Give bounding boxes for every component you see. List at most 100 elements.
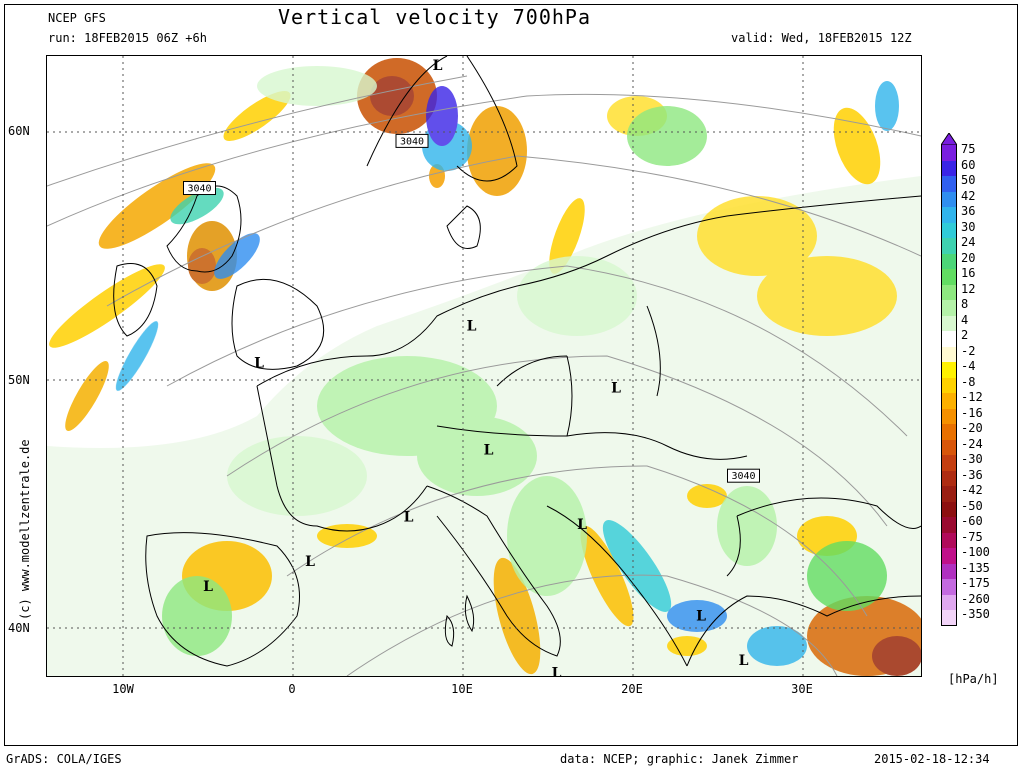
colorbar-cell [941, 486, 957, 502]
colorbar-level-label: -50 [961, 498, 983, 513]
colorbar-level-label: 42 [961, 188, 976, 203]
lon-label-10w: 10W [112, 682, 134, 696]
run-info: run: 18FEB2015 06Z +6h [48, 31, 207, 45]
colorbar-level-label: -4 [961, 359, 976, 373]
colorbar-cell [941, 346, 957, 363]
lon-label-0: 0 [288, 682, 296, 696]
low-pressure-mark: L [203, 579, 213, 595]
colorbar-cell [941, 594, 957, 611]
footer-timestamp: 2015-02-18-12:34 [874, 752, 990, 766]
colorbar-level-label: -60 [961, 514, 983, 528]
colorbar-level-label: -100 [961, 545, 990, 559]
colorbar-level-label: -16 [961, 405, 983, 420]
colorbar-cell [941, 548, 957, 564]
colorbar-level-label: 2 [961, 328, 969, 342]
colorbar-cell [941, 563, 957, 580]
colorbar-cell [941, 362, 957, 378]
colorbar-level-label: 50 [961, 173, 976, 187]
colorbar-cell [941, 315, 957, 332]
colorbar-level-label: 24 [961, 235, 976, 249]
low-pressure-mark: L [305, 554, 315, 570]
units-label: [hPa/h] [948, 672, 999, 686]
colorbar-level-label: -135 [961, 560, 990, 575]
colorbar-cell [941, 160, 957, 177]
footer-software: GrADS: COLA/IGES [6, 752, 122, 766]
colorbar-level-label: -12 [961, 390, 983, 404]
colorbar-cell [941, 532, 957, 549]
colorbar-cell [941, 331, 957, 347]
height-label-box [183, 181, 216, 196]
colorbar-cell [941, 145, 957, 161]
low-pressure-mark: L [552, 666, 562, 676]
colorbar-cell [941, 610, 957, 626]
lon-label-10e: 10E [451, 682, 473, 696]
valid-time: valid: Wed, 18FEB2015 12Z [731, 31, 912, 45]
low-pressure-mark: L [254, 356, 264, 372]
copyright-credit: (c) www.modellzentrale.de [18, 439, 32, 620]
colorbar-level-label: -2 [961, 343, 976, 358]
colorbar-level-label: 20 [961, 250, 976, 265]
colorbar-level-label: 30 [961, 219, 976, 234]
figure-frame [4, 4, 1018, 746]
low-pressure-mark: L [467, 318, 477, 334]
colorbar-cell [941, 222, 957, 239]
low-pressure-mark: L [696, 609, 706, 625]
lon-label-30e: 30E [791, 682, 813, 696]
colorbar-level-label: -8 [961, 374, 976, 389]
colorbar-level-label: 36 [961, 204, 976, 218]
colorbar-cell [941, 238, 957, 254]
colorbar-cell [941, 191, 957, 208]
low-pressure-mark: L [739, 653, 749, 669]
colorbar-cell [941, 424, 957, 440]
colorbar-cell [941, 470, 957, 487]
colorbar-level-label: -20 [961, 421, 983, 435]
colorbar-level-label: -175 [961, 576, 990, 590]
lat-label-50n: 50N [8, 373, 30, 387]
model-name: NCEP GFS [48, 11, 106, 25]
colorbar-cell [941, 284, 957, 301]
colorbar-level-label: -30 [961, 452, 983, 466]
colorbar-cell [941, 455, 957, 471]
colorbar-level-label: -75 [961, 529, 983, 544]
colorbar-cell [941, 439, 957, 456]
colorbar-level-label: -36 [961, 467, 983, 482]
colorbar-cell [941, 579, 957, 595]
low-pressure-mark: L [577, 517, 587, 533]
colorbar-cell [941, 517, 957, 533]
map-svg: L L L L L L L L L L L L 3040 3040 3040 [47, 56, 921, 676]
colorbar-cell [941, 393, 957, 409]
footer-source: data: NCEP; graphic: Janek Zimmer [560, 752, 799, 766]
colorbar-level-label: 4 [961, 312, 969, 327]
colorbar-level-label: 8 [961, 297, 969, 311]
colorbar-cell [941, 176, 957, 192]
colorbar-cell [941, 207, 957, 223]
colorbar-cell [941, 300, 957, 316]
colorbar-level-label: -42 [961, 483, 983, 497]
map-plot: L L L L L L L L L L L L 3040 3040 3040 [46, 55, 922, 677]
low-pressure-mark: L [404, 509, 414, 525]
colorbar-cell [941, 501, 957, 518]
lat-label-60n: 60N [8, 124, 30, 138]
low-pressure-mark: L [484, 442, 494, 458]
colorbar-level-label: -350 [961, 607, 990, 621]
colorbar-level-label: -24 [961, 436, 983, 451]
lat-label-40n: 40N [8, 621, 30, 635]
height-label-box [395, 133, 429, 148]
low-pressure-mark: L [611, 380, 621, 396]
colorbar-level-label: 12 [961, 281, 976, 296]
colorbar-level-label: -260 [961, 591, 990, 606]
low-pressure-mark: L [433, 58, 443, 74]
height-contour-label: 3040 [731, 471, 755, 482]
colorbar-cell [941, 377, 957, 394]
height-contour-label: 3040 [400, 136, 424, 147]
colorbar-cell [941, 253, 957, 270]
colorbar-cell [941, 269, 957, 285]
height-contour-label: 3040 [187, 184, 211, 195]
lon-label-20e: 20E [621, 682, 643, 696]
height-label-box [727, 468, 760, 483]
chart-title: Vertical velocity 700hPa [278, 5, 591, 29]
colorbar-cell [941, 408, 957, 425]
colorbar-level-label: 60 [961, 157, 976, 172]
colorbar-level-label: 75 [961, 142, 976, 156]
colorbar-level-label: 16 [961, 266, 976, 280]
